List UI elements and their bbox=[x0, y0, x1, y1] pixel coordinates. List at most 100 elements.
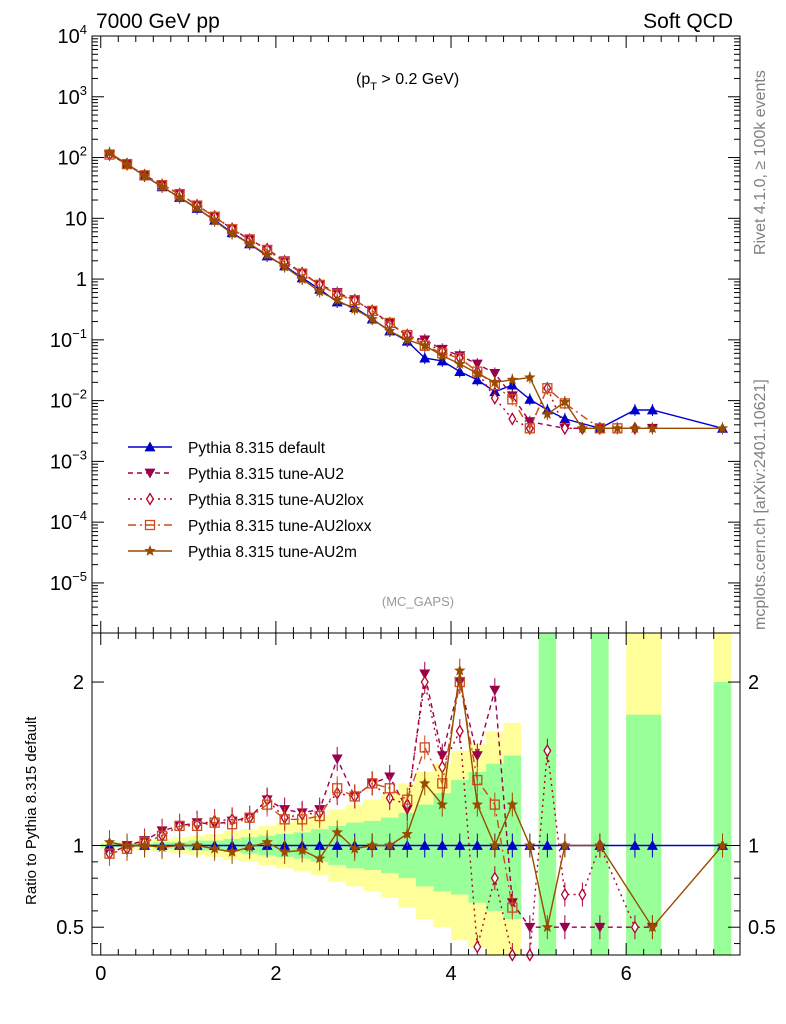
ratio-point-au2loxx bbox=[507, 902, 518, 913]
data-point-au2m bbox=[436, 349, 448, 361]
ratio-point-au2 bbox=[471, 751, 483, 762]
y-tick-label: 103 bbox=[58, 83, 87, 109]
data-point-au2m bbox=[454, 358, 466, 369]
data-point-au2 bbox=[471, 359, 483, 370]
ratio-point-au2loxx bbox=[419, 742, 430, 753]
data-point-au2m bbox=[524, 371, 536, 383]
ratio-point-au2 bbox=[489, 685, 501, 696]
ratio-point-au2m bbox=[296, 844, 308, 856]
main-series-layer bbox=[103, 146, 729, 436]
data-point-au2m bbox=[716, 422, 729, 434]
ratio-point-au2loxx bbox=[226, 819, 238, 830]
y-tick-label-exponent: 3 bbox=[80, 83, 87, 98]
ratio-point-au2m bbox=[436, 798, 448, 810]
ratio-point-au2 bbox=[331, 754, 343, 765]
ratio-point-au2m bbox=[559, 839, 571, 851]
y-tick-label: 10−3 bbox=[50, 447, 87, 473]
data-point-au2m bbox=[313, 285, 326, 297]
data-point-au2m bbox=[278, 260, 291, 272]
analysis-label: (MC_GAPS) bbox=[382, 594, 454, 609]
y-tick-label-exponent: −2 bbox=[72, 387, 87, 402]
y-tick-label: 102 bbox=[58, 144, 87, 170]
ratio-point-au2loxx bbox=[261, 799, 273, 810]
ratio-point-au2loxx bbox=[314, 810, 325, 822]
y-tick-label-exponent: −4 bbox=[72, 508, 87, 523]
ratio-point-au2lox bbox=[578, 887, 587, 902]
ratio-point-au2lox bbox=[473, 940, 482, 954]
data-point-au2m bbox=[646, 422, 659, 434]
ratio-point-au2loxx bbox=[384, 783, 395, 794]
y-tick-label: 104 bbox=[58, 22, 87, 48]
legend-label-au2loxx: Pythia 8.315 tune-AU2loxx bbox=[188, 518, 372, 535]
y-tick-label: 10−5 bbox=[50, 569, 87, 595]
ratio-point-au2m bbox=[366, 839, 378, 851]
data-point-au2m bbox=[576, 422, 589, 434]
side-label-mcplots: mcplots.cern.ch [arXiv:2401.10621] bbox=[752, 379, 769, 630]
ratio-point-default bbox=[331, 839, 343, 850]
data-point-default bbox=[454, 366, 466, 377]
data-point-default bbox=[646, 404, 658, 415]
ratio-line-au2 bbox=[109, 673, 653, 928]
y-tick-label: 10 bbox=[65, 208, 87, 230]
y-tick-label-base: 10 bbox=[50, 451, 72, 473]
ratio-line-au2loxx bbox=[109, 681, 513, 908]
ratio-point-default bbox=[314, 839, 326, 850]
ratio-point-au2loxx bbox=[367, 778, 378, 789]
ratio-point-au2m bbox=[226, 846, 238, 857]
ratio-point-au2m bbox=[716, 839, 729, 851]
ratio-point-au2lox bbox=[455, 724, 464, 738]
ratio-point-au2m bbox=[541, 921, 554, 933]
legend-marker-au2lox bbox=[145, 492, 155, 506]
ratio-point-au2m bbox=[384, 839, 396, 851]
ratio-point-au2m bbox=[331, 826, 343, 838]
y-tick-label-exponent: −1 bbox=[72, 326, 87, 341]
x-tick-label: 0 bbox=[95, 963, 106, 985]
ratio-point-au2loxx bbox=[244, 812, 255, 823]
ratio-point-default bbox=[629, 839, 641, 850]
ratio-point-au2m bbox=[103, 836, 116, 848]
data-point-au2m bbox=[121, 158, 133, 169]
data-point-au2m bbox=[191, 201, 203, 213]
y-tick-label-base: 10 bbox=[50, 330, 72, 352]
ratio-point-au2loxx bbox=[472, 774, 483, 786]
y-tick-label-exponent: −5 bbox=[72, 569, 87, 584]
ratio-ylabel: Ratio to Pythia 8.315 default bbox=[23, 716, 40, 905]
header-left-title: 7000 GeV pp bbox=[96, 10, 220, 33]
ratio-point-au2 bbox=[594, 922, 606, 933]
y-tick-label-base: 10 bbox=[50, 512, 72, 534]
ratio-point-au2m bbox=[489, 839, 501, 851]
ratio-point-au2m bbox=[261, 836, 273, 848]
data-point-default bbox=[489, 386, 501, 397]
ratio-point-au2m bbox=[191, 839, 203, 851]
data-point-au2m bbox=[506, 373, 519, 385]
data-point-au2m bbox=[296, 273, 308, 284]
ratio-point-au2m bbox=[313, 852, 326, 864]
data-point-au2m bbox=[156, 180, 168, 192]
cut-label: (pT > 0.2 GeV) bbox=[356, 71, 459, 93]
legend-label-au2m: Pythia 8.315 tune-AU2m bbox=[188, 544, 357, 561]
data-point-au2m bbox=[226, 227, 238, 239]
data-point-au2m bbox=[208, 214, 221, 226]
ratio-point-au2m bbox=[156, 841, 168, 852]
ratio-point-au2lox bbox=[420, 675, 429, 689]
ratio-point-au2loxx bbox=[332, 783, 343, 794]
legend-label-default: Pythia 8.315 default bbox=[188, 440, 326, 457]
ratio-point-au2 bbox=[559, 922, 571, 933]
y-tick-label-exponent: 4 bbox=[80, 22, 87, 37]
side-label-rivet: Rivet 4.1.0, ≥ 100k events bbox=[752, 70, 769, 255]
data-point-au2lox bbox=[560, 421, 569, 436]
ratio-y-tick-label: 0.5 bbox=[56, 917, 84, 939]
data-point-default bbox=[629, 404, 641, 415]
legend: Pythia 8.315 default Pythia 8.315 tune-AU… bbox=[128, 440, 372, 561]
ratio-y-tick-label-right: 2 bbox=[748, 672, 759, 694]
data-point-au2m bbox=[384, 324, 396, 336]
data-point-au2m bbox=[541, 408, 554, 419]
ratio-point-au2m bbox=[646, 921, 659, 933]
ratio-point-default bbox=[646, 839, 658, 850]
data-point-au2lox bbox=[508, 412, 517, 426]
ratio-point-au2loxx bbox=[191, 820, 203, 832]
data-point-au2m bbox=[173, 191, 186, 203]
data-point-default bbox=[524, 393, 536, 404]
y-tick-label: 10−4 bbox=[50, 508, 87, 534]
ratio-point-au2m bbox=[208, 842, 221, 854]
